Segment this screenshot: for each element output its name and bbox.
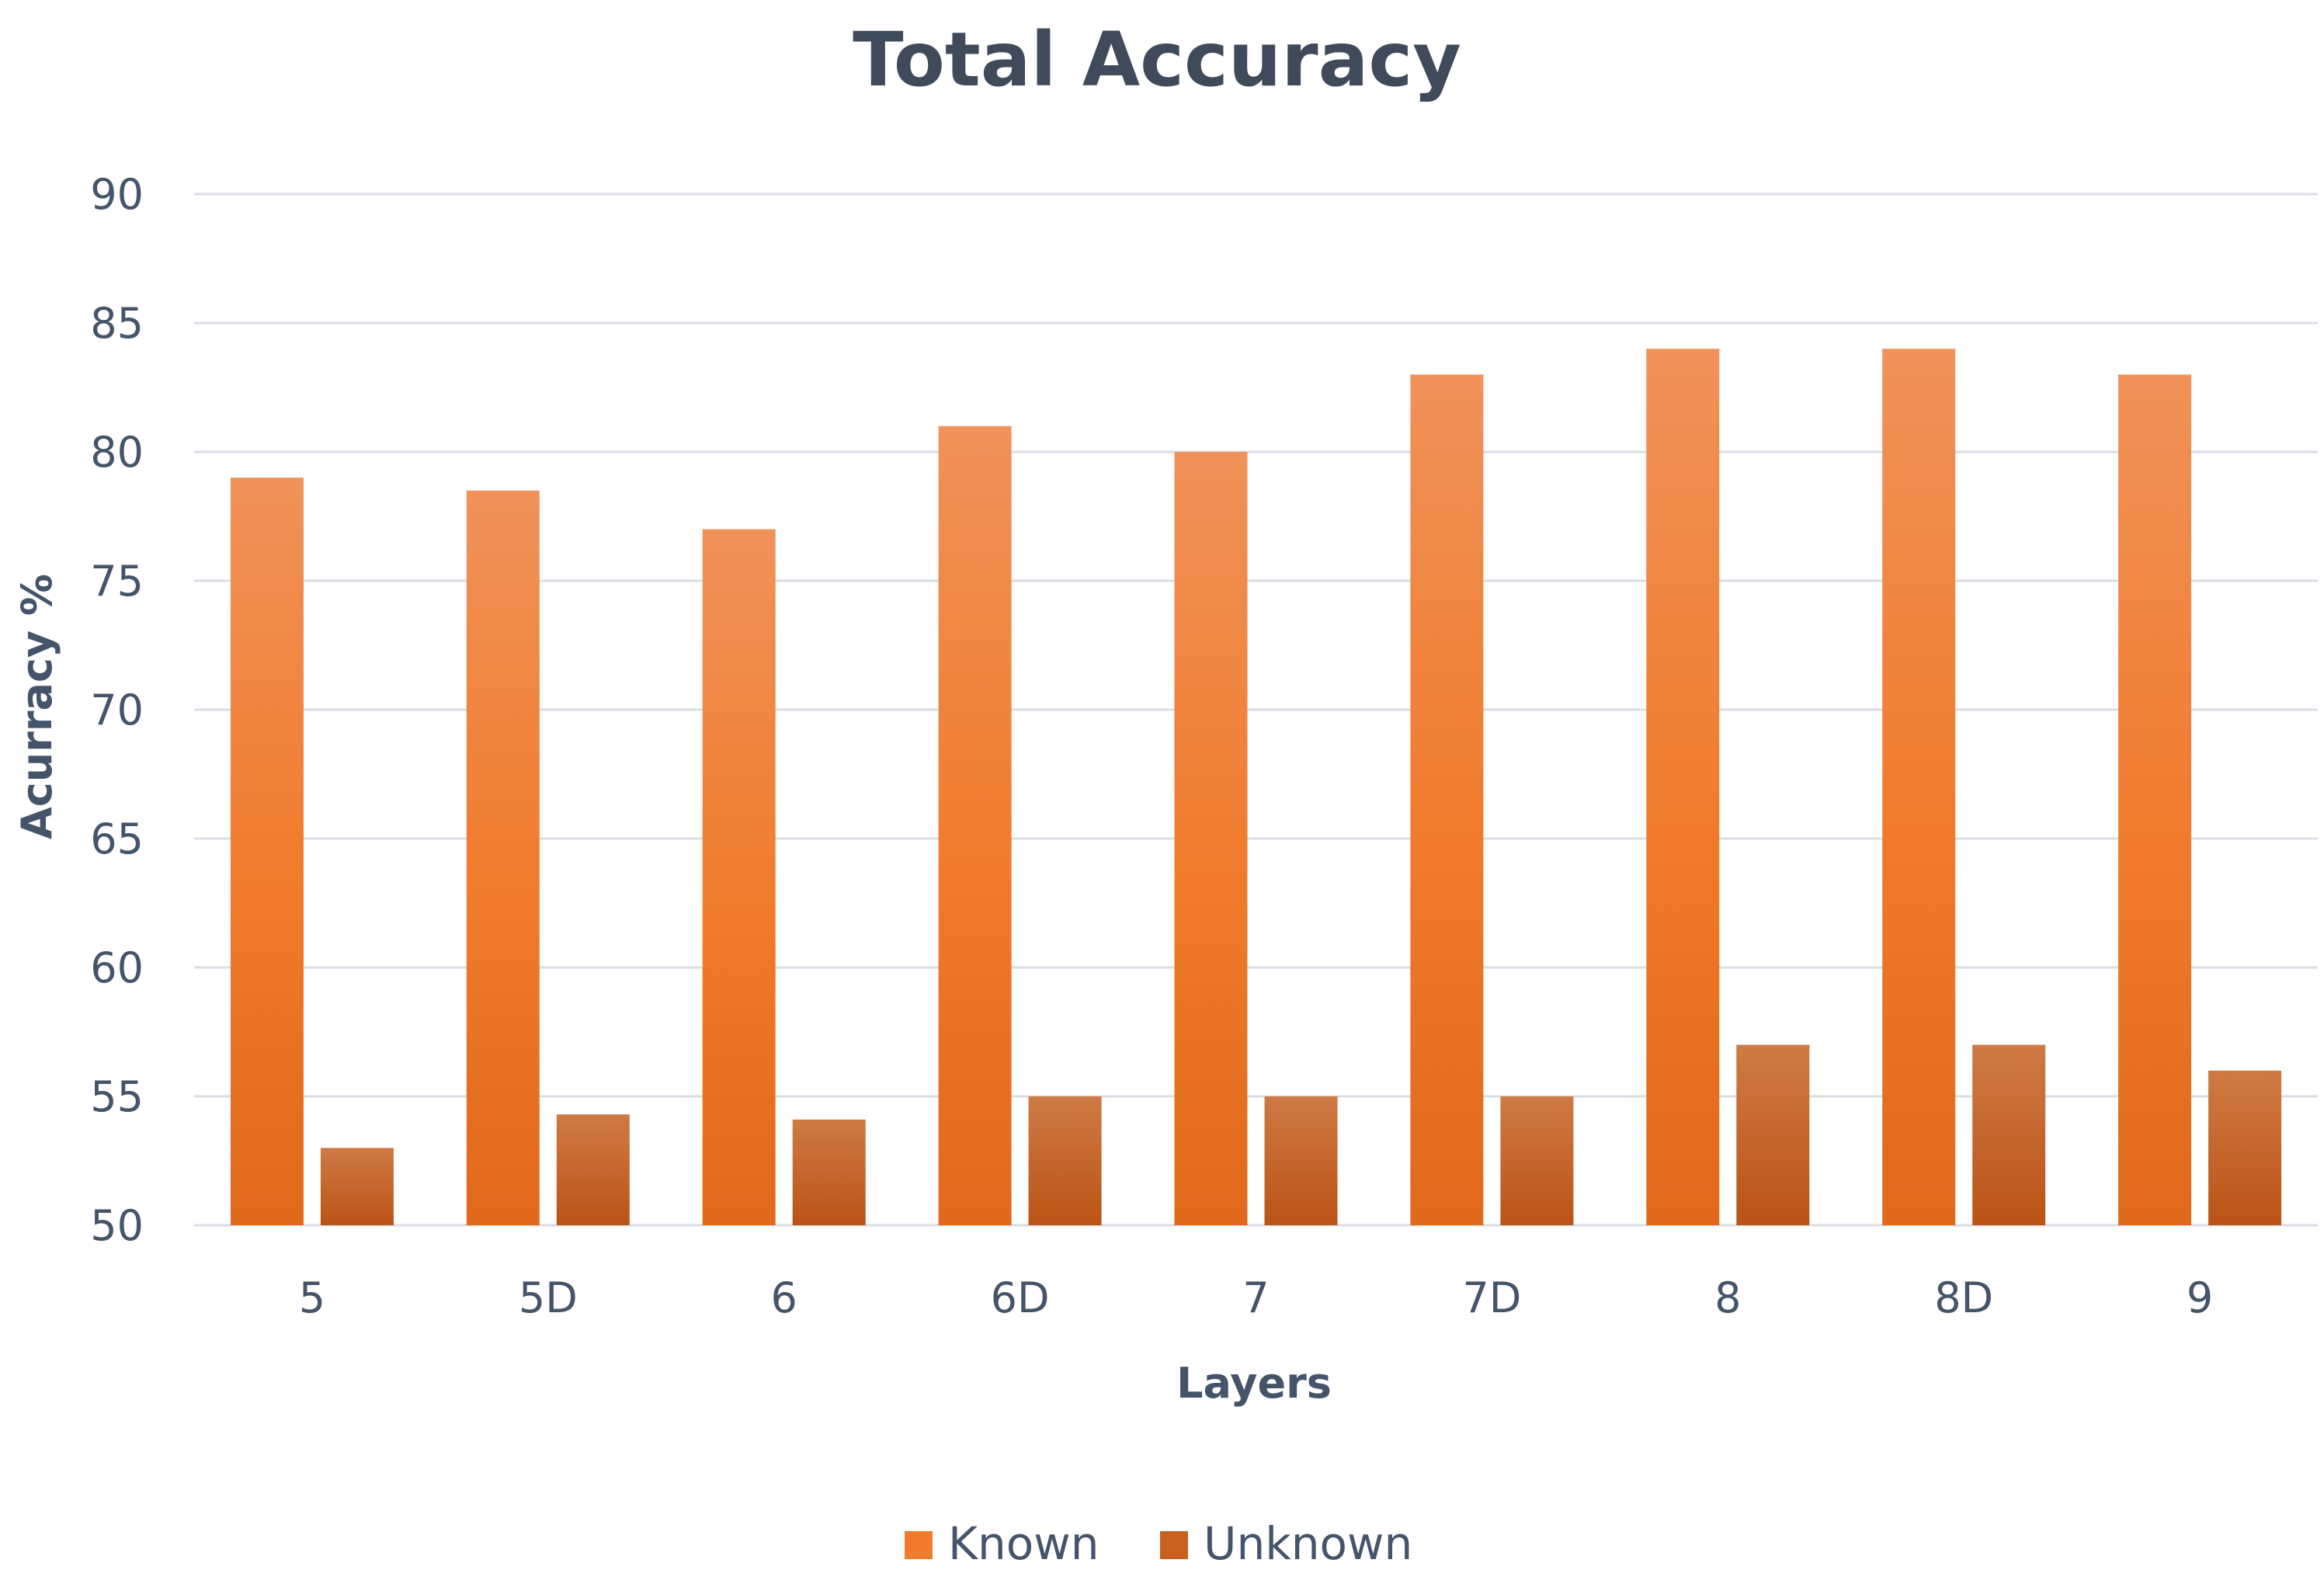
known-legend-label: Known bbox=[948, 1517, 1099, 1570]
y-tick-label: 80 bbox=[90, 428, 144, 477]
y-tick-label: 85 bbox=[90, 299, 144, 348]
bars bbox=[230, 349, 2282, 1226]
x-tick-label: 9 bbox=[2187, 1273, 2213, 1322]
x-tick-label: 7 bbox=[1242, 1273, 1269, 1322]
known-bar bbox=[466, 490, 540, 1225]
known-bar bbox=[938, 425, 1012, 1225]
y-tick-label: 70 bbox=[90, 686, 144, 735]
y-tick-label: 65 bbox=[90, 815, 144, 863]
x-tick-label: 5D bbox=[519, 1273, 578, 1322]
x-tick-label: 6D bbox=[991, 1273, 1050, 1322]
gridlines bbox=[194, 193, 2318, 1227]
y-tick-label: 75 bbox=[90, 557, 144, 606]
known-bar bbox=[230, 478, 304, 1225]
unknown-bar bbox=[1028, 1096, 1102, 1225]
x-tick-label: 5 bbox=[299, 1273, 325, 1322]
unknown-legend-swatch bbox=[1160, 1531, 1188, 1559]
unknown-bar bbox=[1972, 1044, 2046, 1225]
y-axis-ticks: 50 55 60 65 70 75 80 85 90 bbox=[90, 170, 144, 1250]
x-axis-label: Layers bbox=[1176, 1359, 1332, 1408]
known-bar bbox=[1882, 349, 1956, 1226]
y-tick-label: 50 bbox=[90, 1201, 144, 1250]
x-tick-label: 8 bbox=[1714, 1273, 1741, 1322]
y-tick-label: 60 bbox=[90, 943, 144, 992]
x-tick-label: 6 bbox=[771, 1273, 797, 1322]
unknown-bar bbox=[2208, 1070, 2282, 1225]
x-tick-label: 7D bbox=[1462, 1273, 1521, 1322]
unknown-bar bbox=[320, 1148, 394, 1225]
y-tick-label: 55 bbox=[90, 1072, 144, 1121]
known-bar bbox=[1410, 374, 1484, 1225]
chart-title: Total Accuracy bbox=[853, 16, 1461, 103]
x-axis-ticks: 5 5D 6 6D 7 7D 8 8D 9 bbox=[299, 1273, 2213, 1322]
known-bar bbox=[702, 529, 776, 1225]
unknown-bar bbox=[1264, 1096, 1338, 1225]
unknown-bar bbox=[1500, 1096, 1574, 1225]
unknown-bar bbox=[792, 1119, 866, 1225]
known-bar bbox=[2118, 374, 2192, 1225]
unknown-bar bbox=[1736, 1044, 1810, 1225]
x-tick-label: 8D bbox=[1934, 1273, 1993, 1322]
unknown-legend-label: Unknown bbox=[1204, 1517, 1412, 1570]
y-axis-label: Acurracy % bbox=[12, 574, 61, 839]
known-legend-swatch bbox=[905, 1531, 933, 1559]
known-bar bbox=[1174, 452, 1248, 1225]
y-tick-label: 90 bbox=[90, 170, 144, 219]
legend: Known Unknown bbox=[905, 1517, 1412, 1570]
known-bar bbox=[1646, 349, 1720, 1226]
unknown-bar bbox=[556, 1114, 630, 1225]
